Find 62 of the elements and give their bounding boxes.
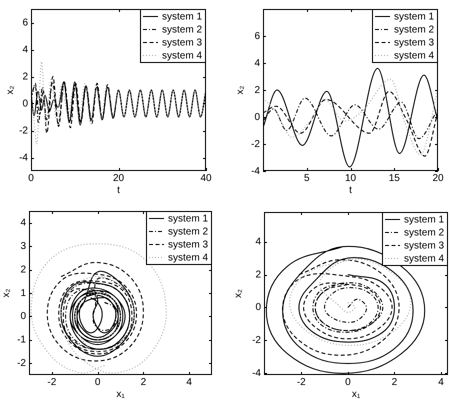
legend-label: system 2 [162, 24, 202, 36]
y-tick-label: 3 [20, 240, 26, 252]
x-tick-label: -2 [47, 376, 57, 388]
legend-label: system 3 [404, 240, 444, 252]
y-tick-label: 2 [20, 264, 26, 276]
legend-label: system 3 [168, 239, 208, 250]
y-tick-label: -2 [251, 138, 260, 150]
legend-label: system 3 [162, 37, 202, 48]
legend-label: system 2 [394, 24, 434, 36]
y-tick-label: 2 [254, 84, 260, 96]
y-tick-label: 0 [254, 112, 260, 123]
y-tick-label: 0 [255, 302, 262, 314]
legend-label: system 1 [394, 11, 434, 22]
y-tick-label: 6 [22, 17, 28, 28]
y-tick-label: -4 [251, 166, 260, 177]
legend-label: system 4 [404, 253, 444, 264]
y-tick-label: -4 [19, 152, 28, 164]
legend-label: system 3 [394, 37, 434, 48]
legend-label: system 4 [162, 50, 202, 62]
x-tick-label: 4 [438, 376, 444, 388]
y-axis-title: x₂ [4, 85, 16, 94]
x-tick-label: 2 [392, 376, 398, 388]
x-axis-title: x₁ [352, 388, 361, 400]
x-axis-title: t [349, 184, 352, 196]
legend-label: system 2 [168, 226, 208, 238]
y-axis-title: x₂ [232, 288, 244, 298]
y-tick-label: 2 [22, 71, 28, 82]
legend-label: system 4 [394, 50, 434, 62]
x-tick-label: 4 [186, 376, 192, 388]
x-tick-label: 5 [304, 172, 310, 184]
y-tick-label: 0 [20, 311, 26, 322]
x-axis-title: t [117, 184, 120, 196]
legend-label: system 1 [162, 11, 202, 22]
y-tick-label: -2 [19, 125, 28, 136]
x-axis-title: x₁ [116, 388, 126, 400]
y-tick-label: -4 [252, 368, 262, 380]
y-tick-label: 0 [22, 98, 28, 110]
x-tick-label: -2 [296, 376, 306, 388]
x-tick-label: 10 [344, 172, 356, 184]
y-tick-label: -2 [252, 335, 262, 346]
legend-label: system 2 [404, 227, 444, 238]
y-tick-label: 1 [20, 288, 26, 299]
y-tick-label: 4 [255, 236, 262, 248]
y-tick-label: 4 [254, 58, 260, 69]
x-tick-label: 0 [94, 376, 101, 388]
legend-label: system 1 [404, 214, 444, 226]
x-tick-label: 20 [112, 172, 124, 184]
y-tick-label: 2 [255, 269, 262, 280]
legend-label: system 1 [168, 213, 208, 224]
y-tick-label: 4 [22, 44, 28, 56]
x-tick-label: 15 [388, 172, 400, 184]
x-tick-label: 2 [140, 376, 147, 388]
y-axis-title: x₂ [0, 288, 12, 298]
legend-label: system 4 [168, 252, 208, 264]
y-tick-label: 4 [20, 217, 26, 228]
y-tick-label: -1 [17, 334, 26, 346]
x-tick-label: 20 [432, 172, 444, 184]
y-axis-title: x₂ [234, 85, 246, 94]
x-tick-label: 40 [200, 172, 212, 184]
y-tick-label: -2 [17, 358, 26, 370]
x-tick-label: 0 [345, 376, 352, 388]
y-tick-label: 6 [254, 30, 260, 42]
